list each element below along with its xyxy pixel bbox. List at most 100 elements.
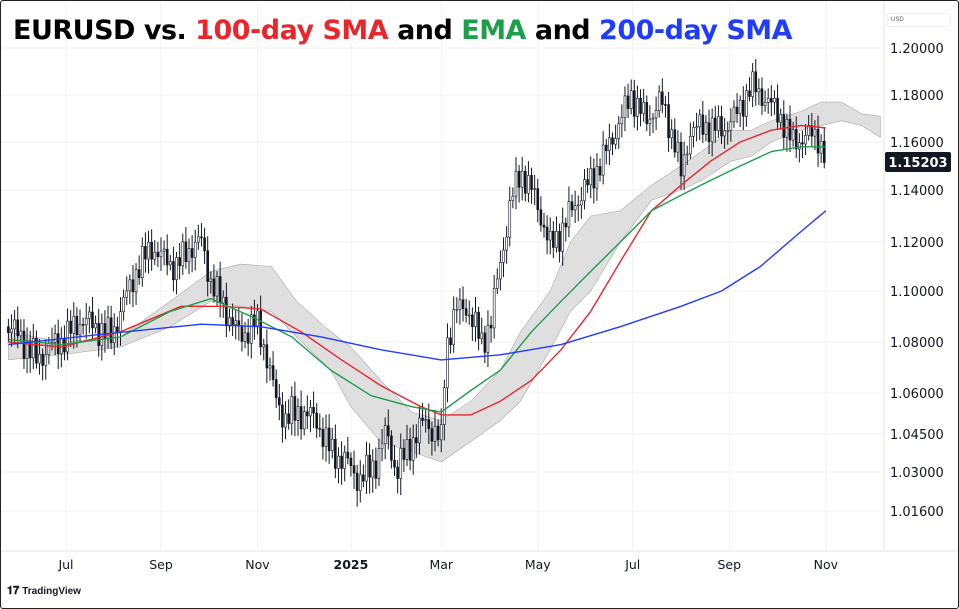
bar-body: [253, 314, 256, 327]
bar-body: [449, 337, 452, 346]
price-bar: [517, 165, 521, 203]
price-bar: [452, 296, 455, 353]
price-bar: [274, 369, 278, 408]
bar-body: [807, 125, 810, 136]
currency-label[interactable]: USD: [887, 13, 951, 27]
price-bar: [495, 268, 499, 295]
price-bar: [670, 119, 673, 150]
price-bar: [159, 237, 163, 271]
bar-body: [822, 140, 826, 163]
price-bar: [689, 122, 692, 160]
bar-body: [321, 428, 325, 447]
price-bar: [539, 196, 543, 232]
bar-body: [362, 474, 365, 482]
bar-body: [7, 326, 10, 333]
price-bar: [773, 90, 776, 115]
bar-body: [215, 276, 219, 297]
price-bar: [365, 441, 368, 494]
bar-body: [383, 425, 387, 445]
bar-body: [713, 117, 717, 131]
price-bar: [13, 309, 16, 345]
bar-body: [751, 71, 754, 97]
price-bar: [346, 436, 350, 465]
bar-body: [119, 311, 122, 333]
price-bar: [536, 178, 540, 223]
price-bar: [209, 271, 213, 294]
bar-body: [580, 200, 583, 206]
bar-body: [243, 332, 247, 342]
bar-body: [567, 201, 571, 228]
price-bar: [645, 95, 649, 131]
bar-body: [371, 460, 375, 478]
price-bar: [128, 274, 132, 305]
bar-body: [172, 261, 175, 281]
bar-body: [10, 328, 13, 333]
bar-body: [788, 118, 792, 141]
bar-body: [667, 104, 670, 139]
bar-body: [623, 95, 627, 118]
price-bar: [623, 86, 627, 132]
x-axis[interactable]: Jul Sep Nov 2025 Mar May Jul Sep Nov: [57, 557, 838, 572]
bar-body: [415, 437, 418, 444]
bar-body: [517, 170, 521, 188]
price-bar: [592, 158, 596, 204]
bar-body: [604, 144, 608, 152]
bar-body: [358, 474, 362, 491]
price-bar: [589, 156, 593, 199]
price-bar: [32, 323, 35, 370]
bar-body: [511, 195, 515, 201]
bar-body: [32, 338, 35, 359]
bar-body: [561, 222, 564, 252]
price-bar: [804, 124, 807, 156]
bar-body: [508, 200, 512, 238]
price-bar: [144, 232, 147, 273]
y-tick-label: 1.14000: [890, 184, 944, 199]
price-bar: [234, 309, 238, 340]
price-bar: [193, 229, 197, 271]
bar-body: [75, 315, 79, 336]
bar-body: [645, 102, 649, 125]
bar-body: [184, 241, 188, 262]
bar-body: [150, 241, 153, 260]
price-bar: [614, 124, 617, 150]
bar-body: [368, 454, 371, 478]
price-bar: [489, 315, 493, 343]
bar-body: [16, 319, 20, 337]
bar-body: [393, 459, 396, 468]
bar-body: [754, 71, 758, 93]
price-bar: [626, 83, 630, 119]
price-bar: [399, 433, 403, 496]
bar-body: [664, 104, 667, 106]
tradingview-logo[interactable]: 𝟏𝟕 TradingView: [7, 585, 81, 598]
price-bar: [181, 233, 185, 275]
y-axis[interactable]: 1.20000 1.18000 1.16000 1.14000 1.12000 1.100…: [890, 42, 944, 520]
y-tick-label: 1.08000: [890, 336, 944, 351]
bar-body: [495, 278, 499, 289]
price-bar: [131, 265, 135, 308]
price-bar: [617, 116, 621, 149]
price-bar: [172, 246, 175, 292]
bar-body: [293, 396, 297, 421]
price-bar: [570, 194, 574, 218]
bar-body: [555, 231, 558, 248]
price-bar: [707, 109, 711, 155]
price-bar: [763, 90, 767, 112]
price-bar: [206, 236, 209, 297]
bar-body: [798, 142, 801, 150]
bar-body: [608, 137, 611, 152]
bar-body: [773, 97, 776, 103]
line-ema: [8, 146, 826, 413]
bar-body: [13, 319, 16, 330]
price-bar: [190, 235, 194, 273]
line-200-day-sma: [8, 210, 827, 361]
bar-body: [810, 125, 814, 137]
price-bar: [661, 78, 664, 114]
bar-body: [676, 141, 680, 153]
bar-body: [63, 337, 66, 353]
title-ema: EMA: [461, 15, 526, 46]
bar-body: [461, 299, 465, 309]
bar-body: [346, 451, 350, 459]
price-bar: [35, 330, 38, 369]
